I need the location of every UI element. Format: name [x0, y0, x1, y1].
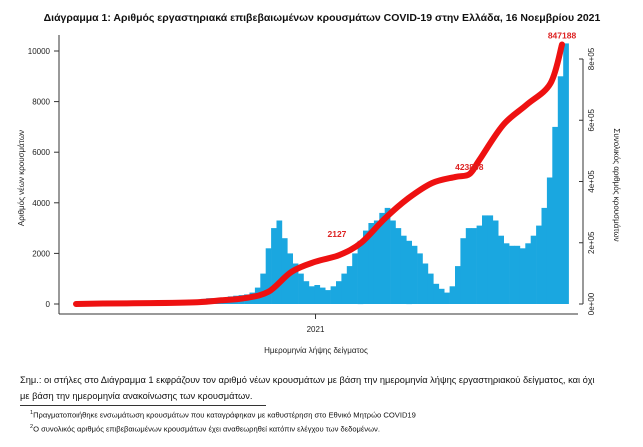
- bar: [514, 245, 521, 304]
- bar: [330, 286, 337, 304]
- y-tick-label: 0: [46, 300, 51, 309]
- bar: [373, 220, 380, 304]
- bar: [482, 215, 488, 304]
- bar: [417, 253, 423, 304]
- annotations-group: 2127 423808 847188: [328, 31, 577, 239]
- footnote-1: 1Πραγματοποιήθηκε ενσωμάτωση κρουσμάτων …: [30, 408, 416, 421]
- bar: [287, 253, 293, 304]
- bar: [471, 228, 477, 304]
- right-axis-label: Συνολικός αριθμός κρουσμάτων: [612, 128, 621, 241]
- footnote-1-text: Πραγματοποιήθηκε ενσωμάτωση κρουσμάτων π…: [33, 410, 416, 420]
- bar: [390, 220, 396, 304]
- annotation-label: 847188: [548, 31, 577, 41]
- bar: [346, 266, 353, 304]
- right-tick-label: 0e+00: [587, 292, 596, 315]
- bar: [455, 266, 461, 304]
- footnote-1-mark: 1: [30, 410, 34, 416]
- bar: [563, 43, 569, 305]
- bar: [292, 263, 299, 304]
- bar: [298, 273, 304, 304]
- bar: [406, 240, 412, 305]
- note-line-1: Σημ.: οι στήλες στο Διάγραμμα 1 εκφράζου…: [20, 375, 595, 385]
- bar: [281, 238, 288, 304]
- y-tick-label: 8000: [32, 98, 50, 107]
- bar: [476, 225, 483, 304]
- covid-chart: Διάγραμμα 1: Αριθμός εργαστηριακά επιβεβ…: [17, 12, 621, 355]
- bar: [433, 283, 440, 304]
- bar: [341, 273, 348, 304]
- x-ticks: 2021: [307, 314, 325, 334]
- x-tick-label: 2021: [307, 325, 325, 334]
- note-line-2: με βάση την ημερομηνία ανακοίνωσης των κ…: [20, 391, 253, 401]
- right-tick-label: 2e+05: [587, 231, 596, 254]
- bar: [519, 248, 526, 304]
- footnote-2-text: Ο συνολικός αριθμός επιβεβαιωμένων κρουσ…: [33, 424, 380, 434]
- bar: [536, 225, 542, 304]
- bar: [303, 281, 310, 304]
- y-tick-label: 2000: [32, 249, 50, 258]
- bar: [352, 253, 358, 304]
- divider: [20, 405, 266, 406]
- footnote-2-mark: 2: [30, 424, 34, 430]
- bar: [449, 286, 456, 304]
- y-axis-label: Αριθμός νέων κρουσμάτων: [17, 130, 26, 226]
- bar: [363, 230, 369, 304]
- bar: [265, 248, 272, 304]
- bar: [260, 273, 266, 304]
- y-tick-label: 10000: [28, 47, 51, 56]
- bar: [438, 288, 445, 304]
- bar: [503, 243, 510, 304]
- right-tick-label: 8e+05: [587, 47, 596, 70]
- bar: [541, 207, 548, 304]
- bar: [319, 287, 326, 304]
- annotation-label: 2127: [328, 229, 347, 239]
- bar: [379, 212, 385, 304]
- bar: [422, 263, 429, 304]
- bar: [336, 281, 342, 304]
- annotation-label: 423808: [455, 162, 484, 172]
- bar: [368, 223, 375, 304]
- bar: [460, 238, 467, 304]
- bar: [525, 243, 531, 304]
- bar: [314, 285, 321, 304]
- bar: [492, 220, 499, 304]
- bar: [325, 290, 331, 304]
- bar: [271, 228, 277, 304]
- bar: [530, 235, 537, 304]
- left-ticks: 0 2000 4000 6000 8000 10000: [28, 47, 59, 309]
- bar: [465, 228, 472, 304]
- right-tick-label: 4e+05: [587, 170, 596, 193]
- bar: [498, 235, 504, 304]
- bar: [400, 235, 407, 304]
- bar: [276, 220, 283, 304]
- bar: [509, 245, 515, 304]
- y-tick-label: 6000: [32, 148, 50, 157]
- bar: [557, 76, 564, 304]
- bar: [444, 292, 450, 304]
- right-tick-label: 6e+05: [587, 108, 596, 131]
- y-tick-label: 4000: [32, 199, 50, 208]
- bar: [309, 286, 315, 304]
- x-axis-label: Ημερομηνία λήψης δείγματος: [264, 346, 368, 355]
- right-ticks: 0e+00 2e+05 4e+05 6e+05 8e+05: [579, 47, 596, 315]
- chart-title: Διάγραμμα 1: Αριθμός εργαστηριακά επιβεβ…: [44, 12, 601, 24]
- bar: [395, 228, 402, 304]
- bar: [552, 126, 558, 305]
- footnote-2: 2Ο συνολικός αριθμός επιβεβαιωμένων κρου…: [30, 422, 380, 435]
- bar: [357, 240, 364, 305]
- bars-group: [76, 43, 569, 305]
- bar: [411, 245, 418, 304]
- cumulative-line: [73, 41, 565, 307]
- bar: [546, 177, 553, 304]
- bar: [487, 215, 494, 304]
- bar: [427, 273, 434, 304]
- bar: [384, 207, 391, 304]
